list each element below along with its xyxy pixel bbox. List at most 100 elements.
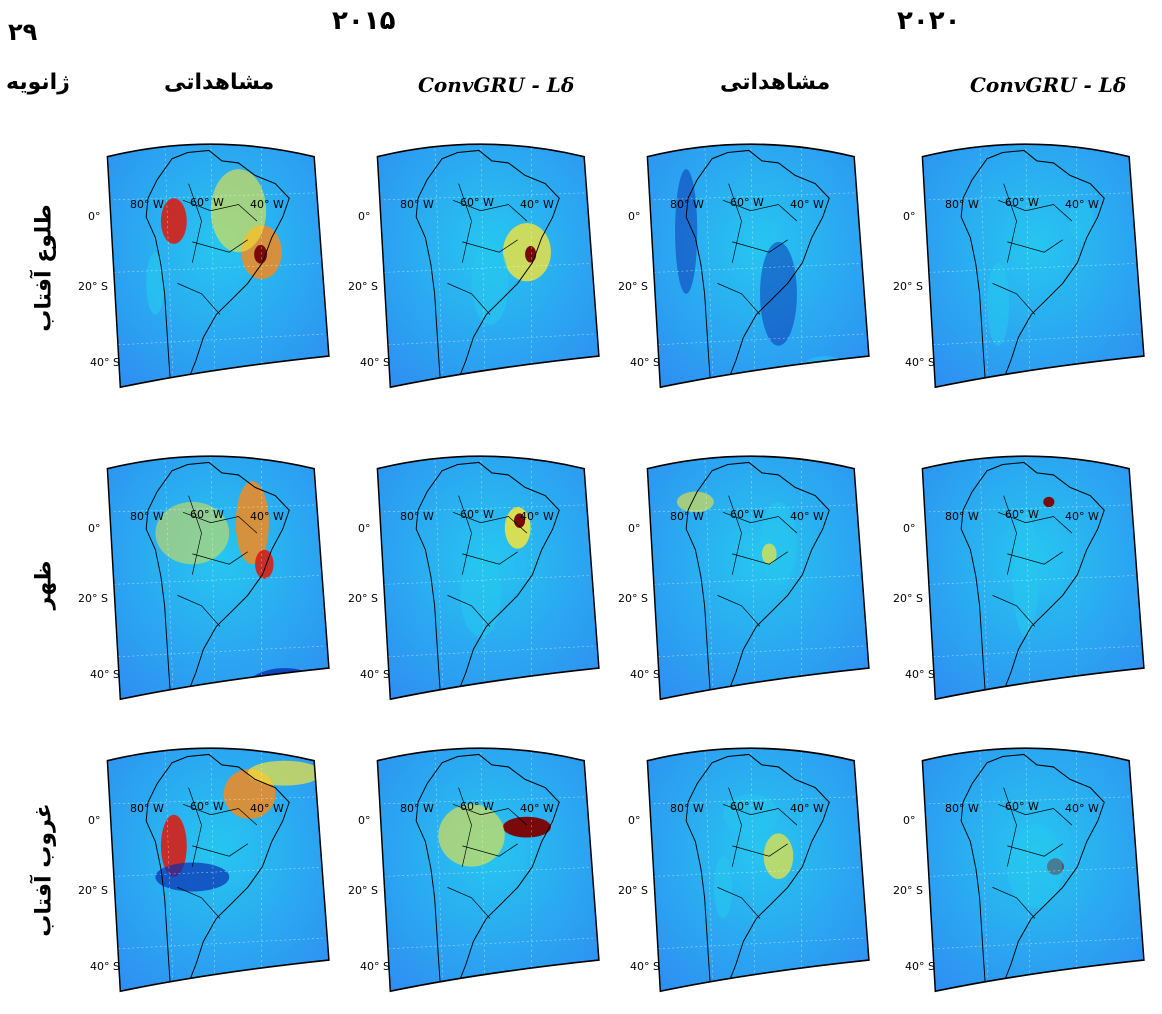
map-panel-row2-col2: 0° 20° S 40° S 80° W 60° W 40° W	[618, 742, 880, 1012]
lon-label-80w: 80° W	[400, 510, 434, 523]
lon-label-40w: 40° W	[520, 198, 554, 211]
lon-label-40w: 40° W	[790, 510, 824, 523]
map-panel-row1-col0: 0° 20° S 40° S 80° W 60° W 40° W	[78, 450, 340, 720]
lat-label-20s: 20° S	[348, 280, 378, 293]
map-svg	[106, 747, 330, 993]
lat-label-0: 0°	[903, 814, 916, 827]
lon-label-80w: 80° W	[400, 802, 434, 815]
row-label-sunrise: طلوع آفتاب	[31, 204, 57, 332]
lon-label-60w: 60° W	[730, 196, 764, 209]
map-svg	[646, 455, 870, 701]
lat-label-40s: 40° S	[360, 668, 390, 681]
lon-label-40w: 40° W	[250, 198, 284, 211]
map-svg	[376, 747, 600, 993]
lat-label-20s: 20° S	[618, 280, 648, 293]
lat-label-0: 0°	[628, 210, 641, 223]
lon-label-80w: 80° W	[945, 198, 979, 211]
column-header-model-2015: ConvGRU - Lδ	[418, 73, 575, 97]
lat-label-40s: 40° S	[905, 668, 935, 681]
lon-label-80w: 80° W	[670, 198, 704, 211]
map-panel-row1-col1: 0° 20° S 40° S 80° W 60° W 40° W	[348, 450, 610, 720]
lat-label-0: 0°	[628, 522, 641, 535]
lat-label-40s: 40° S	[630, 668, 660, 681]
lat-label-40s: 40° S	[90, 960, 120, 973]
lon-label-40w: 40° W	[250, 510, 284, 523]
map-svg	[921, 455, 1145, 701]
lat-label-20s: 20° S	[78, 884, 108, 897]
map-panel-row1-col3: 0° 20° S 40° S 80° W 60° W 40° W	[893, 450, 1155, 720]
lat-label-20s: 20° S	[893, 592, 923, 605]
map-panel-row1-col2: 0° 20° S 40° S 80° W 60° W 40° W	[618, 450, 880, 720]
lon-label-40w: 40° W	[520, 510, 554, 523]
lat-label-20s: 20° S	[78, 592, 108, 605]
lon-label-60w: 60° W	[1005, 196, 1039, 209]
lon-label-80w: 80° W	[130, 198, 164, 211]
lat-label-20s: 20° S	[348, 592, 378, 605]
map-panel-row0-col3: 0° 20° S 40° S 80° W 60° W 40° W	[893, 138, 1155, 408]
lat-label-0: 0°	[88, 210, 101, 223]
lon-label-40w: 40° W	[790, 802, 824, 815]
map-svg	[921, 747, 1145, 993]
lon-label-80w: 80° W	[945, 802, 979, 815]
map-panel-row2-col3: 0° 20° S 40° S 80° W 60° W 40° W	[893, 742, 1155, 1012]
lat-label-40s: 40° S	[630, 960, 660, 973]
column-header-observed-2015: مشاهداتی	[164, 70, 275, 95]
lon-label-60w: 60° W	[190, 196, 224, 209]
lat-label-20s: 20° S	[618, 884, 648, 897]
lat-label-0: 0°	[358, 210, 371, 223]
lat-label-20s: 20° S	[893, 280, 923, 293]
lon-label-60w: 60° W	[190, 800, 224, 813]
date-month: ژانویه	[6, 70, 70, 95]
lon-label-40w: 40° W	[1065, 198, 1099, 211]
lon-label-60w: 60° W	[1005, 508, 1039, 521]
lon-label-60w: 60° W	[460, 800, 494, 813]
map-svg	[106, 455, 330, 701]
map-panel-row0-col0: 0° 20° S 40° S 80° W 60° W 40° W	[78, 138, 340, 408]
lon-label-60w: 60° W	[190, 508, 224, 521]
year-2020-header: ۲۰۲۰	[897, 6, 961, 36]
lat-label-0: 0°	[88, 522, 101, 535]
lon-label-60w: 60° W	[730, 508, 764, 521]
row-label-sunset: غروب آفتاب	[31, 803, 57, 937]
lat-label-40s: 40° S	[630, 356, 660, 369]
lat-label-40s: 40° S	[90, 668, 120, 681]
lon-label-40w: 40° W	[1065, 510, 1099, 523]
lon-label-80w: 80° W	[130, 510, 164, 523]
map-svg	[921, 143, 1145, 389]
date-number: ۲۹	[8, 18, 38, 46]
lat-label-0: 0°	[358, 814, 371, 827]
lon-label-80w: 80° W	[945, 510, 979, 523]
lat-label-0: 0°	[88, 814, 101, 827]
lon-label-40w: 40° W	[790, 198, 824, 211]
lat-label-0: 0°	[903, 522, 916, 535]
lat-label-20s: 20° S	[618, 592, 648, 605]
map-svg	[376, 143, 600, 389]
map-panel-row0-col1: 0° 20° S 40° S 80° W 60° W 40° W	[348, 138, 610, 408]
lat-label-40s: 40° S	[905, 356, 935, 369]
lon-label-80w: 80° W	[400, 198, 434, 211]
lat-label-40s: 40° S	[360, 356, 390, 369]
lat-label-20s: 20° S	[348, 884, 378, 897]
lon-label-80w: 80° W	[130, 802, 164, 815]
lat-label-0: 0°	[628, 814, 641, 827]
map-svg	[376, 455, 600, 701]
map-panel-row0-col2: 0° 20° S 40° S 80° W 60° W 40° W	[618, 138, 880, 408]
lon-label-60w: 60° W	[460, 508, 494, 521]
lat-label-40s: 40° S	[90, 356, 120, 369]
lat-label-20s: 20° S	[78, 280, 108, 293]
lon-label-60w: 60° W	[730, 800, 764, 813]
lat-label-0: 0°	[358, 522, 371, 535]
lat-label-0: 0°	[903, 210, 916, 223]
column-header-model-2020: ConvGRU - Lδ	[970, 73, 1127, 97]
lon-label-40w: 40° W	[1065, 802, 1099, 815]
map-panel-row2-col0: 0° 20° S 40° S 80° W 60° W 40° W	[78, 742, 340, 1012]
lon-label-40w: 40° W	[250, 802, 284, 815]
row-label-noon: ظهر	[31, 560, 57, 610]
map-svg	[646, 747, 870, 993]
lon-label-60w: 60° W	[460, 196, 494, 209]
lon-label-60w: 60° W	[1005, 800, 1039, 813]
lat-label-20s: 20° S	[893, 884, 923, 897]
map-svg	[646, 143, 870, 389]
lat-label-40s: 40° S	[905, 960, 935, 973]
lon-label-80w: 80° W	[670, 510, 704, 523]
